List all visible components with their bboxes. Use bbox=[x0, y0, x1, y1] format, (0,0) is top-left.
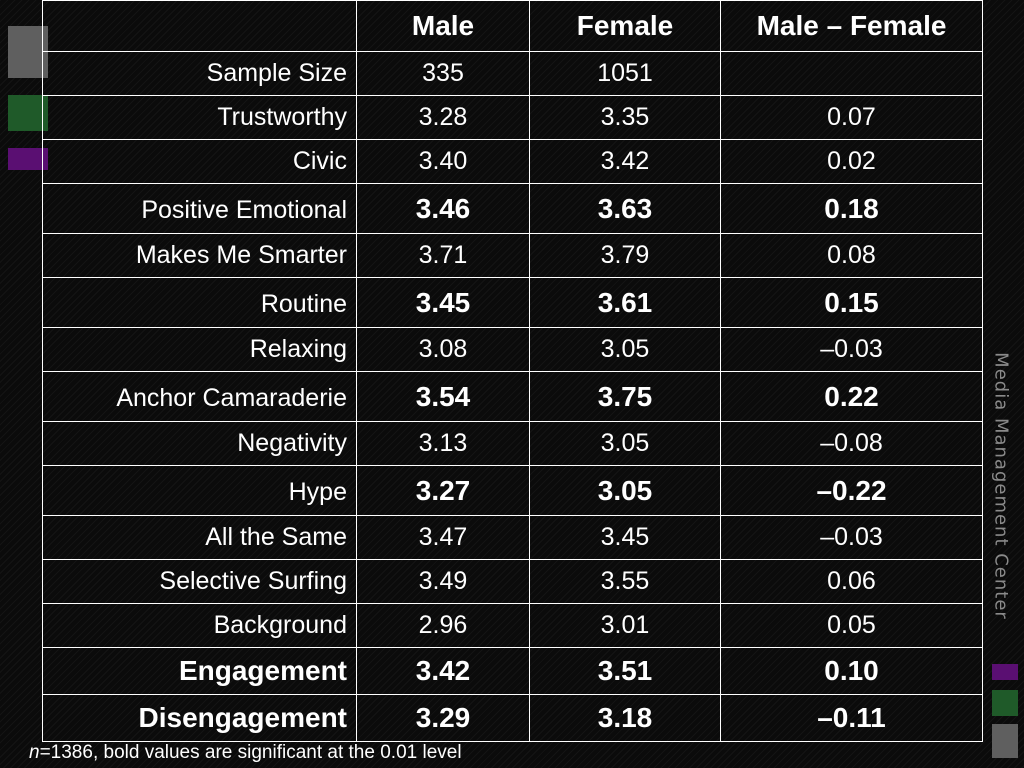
table-row-significant: Routine 3.45 3.61 0.15 bbox=[42, 277, 983, 328]
male-value: 3.49 bbox=[356, 559, 530, 604]
row-label: Disengagement bbox=[42, 694, 357, 742]
decorative-gray-block bbox=[992, 724, 1018, 758]
female-value: 3.79 bbox=[529, 233, 721, 278]
row-label: Routine bbox=[42, 277, 357, 328]
male-value: 3.13 bbox=[356, 421, 530, 466]
table-row-summary: Engagement 3.42 3.51 0.10 bbox=[42, 647, 983, 695]
decorative-gray-block bbox=[8, 26, 48, 78]
table-row: Selective Surfing 3.49 3.55 0.06 bbox=[42, 559, 983, 604]
female-value: 1051 bbox=[529, 51, 721, 96]
header-male: Male bbox=[356, 0, 530, 52]
table-row: All the Same 3.47 3.45 –0.03 bbox=[42, 515, 983, 560]
decorative-purple-block bbox=[992, 664, 1018, 680]
footnote-text: =1386, bold values are significant at th… bbox=[39, 742, 462, 763]
table-row: Negativity 3.13 3.05 –0.08 bbox=[42, 421, 983, 466]
female-value: 3.51 bbox=[529, 647, 721, 695]
row-label: Background bbox=[42, 603, 357, 648]
decorative-green-block bbox=[992, 690, 1018, 716]
comparison-table: Male Female Male – Female Sample Size 33… bbox=[42, 0, 983, 742]
footnote: n=1386, bold values are significant at t… bbox=[29, 742, 462, 764]
female-value: 3.61 bbox=[529, 277, 721, 328]
header-difference: Male – Female bbox=[720, 0, 983, 52]
table-row-significant: Anchor Camaraderie 3.54 3.75 0.22 bbox=[42, 371, 983, 422]
female-value: 3.35 bbox=[529, 95, 721, 140]
difference-value: 0.22 bbox=[720, 371, 983, 422]
difference-value: 0.08 bbox=[720, 233, 983, 278]
female-value: 3.75 bbox=[529, 371, 721, 422]
row-label: All the Same bbox=[42, 515, 357, 560]
difference-value: 0.15 bbox=[720, 277, 983, 328]
table-row: Relaxing 3.08 3.05 –0.03 bbox=[42, 327, 983, 372]
table-row-significant: Hype 3.27 3.05 –0.22 bbox=[42, 465, 983, 516]
header-label-column bbox=[42, 0, 357, 52]
difference-value: 0.02 bbox=[720, 139, 983, 184]
male-value: 3.47 bbox=[356, 515, 530, 560]
table-row: Civic 3.40 3.42 0.02 bbox=[42, 139, 983, 184]
difference-value: –0.03 bbox=[720, 515, 983, 560]
difference-value: 0.06 bbox=[720, 559, 983, 604]
male-value: 3.45 bbox=[356, 277, 530, 328]
table-row-significant: Positive Emotional 3.46 3.63 0.18 bbox=[42, 183, 983, 234]
male-value: 3.46 bbox=[356, 183, 530, 234]
table-header-row: Male Female Male – Female bbox=[42, 0, 983, 52]
row-label: Engagement bbox=[42, 647, 357, 695]
row-label: Negativity bbox=[42, 421, 357, 466]
row-label: Selective Surfing bbox=[42, 559, 357, 604]
row-label: Trustworthy bbox=[42, 95, 357, 140]
female-value: 3.63 bbox=[529, 183, 721, 234]
female-value: 3.05 bbox=[529, 327, 721, 372]
difference-value: –0.08 bbox=[720, 421, 983, 466]
female-value: 3.05 bbox=[529, 465, 721, 516]
male-value: 3.40 bbox=[356, 139, 530, 184]
male-value: 335 bbox=[356, 51, 530, 96]
difference-value: 0.10 bbox=[720, 647, 983, 695]
difference-value: 0.05 bbox=[720, 603, 983, 648]
female-value: 3.01 bbox=[529, 603, 721, 648]
male-value: 3.42 bbox=[356, 647, 530, 695]
decorative-green-block bbox=[8, 95, 48, 131]
brand-label: Media Management Center bbox=[990, 352, 1012, 620]
female-value: 3.05 bbox=[529, 421, 721, 466]
female-value: 3.42 bbox=[529, 139, 721, 184]
footnote-n-symbol: n bbox=[29, 742, 40, 763]
table-row: Makes Me Smarter 3.71 3.79 0.08 bbox=[42, 233, 983, 278]
female-value: 3.45 bbox=[529, 515, 721, 560]
row-label: Sample Size bbox=[42, 51, 357, 96]
table-row: Sample Size 335 1051 bbox=[42, 51, 983, 96]
male-value: 3.27 bbox=[356, 465, 530, 516]
row-label: Hype bbox=[42, 465, 357, 516]
row-label: Positive Emotional bbox=[42, 183, 357, 234]
difference-value: –0.03 bbox=[720, 327, 983, 372]
male-value: 3.54 bbox=[356, 371, 530, 422]
table-row: Trustworthy 3.28 3.35 0.07 bbox=[42, 95, 983, 140]
female-value: 3.18 bbox=[529, 694, 721, 742]
difference-value bbox=[720, 51, 983, 96]
row-label: Anchor Camaraderie bbox=[42, 371, 357, 422]
male-value: 3.28 bbox=[356, 95, 530, 140]
row-label: Civic bbox=[42, 139, 357, 184]
difference-value: 0.18 bbox=[720, 183, 983, 234]
male-value: 3.29 bbox=[356, 694, 530, 742]
table-row: Background 2.96 3.01 0.05 bbox=[42, 603, 983, 648]
row-label: Relaxing bbox=[42, 327, 357, 372]
male-value: 3.71 bbox=[356, 233, 530, 278]
table-row-summary: Disengagement 3.29 3.18 –0.11 bbox=[42, 694, 983, 742]
difference-value: 0.07 bbox=[720, 95, 983, 140]
row-label: Makes Me Smarter bbox=[42, 233, 357, 278]
female-value: 3.55 bbox=[529, 559, 721, 604]
male-value: 3.08 bbox=[356, 327, 530, 372]
male-value: 2.96 bbox=[356, 603, 530, 648]
decorative-purple-block bbox=[8, 148, 48, 170]
header-female: Female bbox=[529, 0, 721, 52]
difference-value: –0.11 bbox=[720, 694, 983, 742]
difference-value: –0.22 bbox=[720, 465, 983, 516]
